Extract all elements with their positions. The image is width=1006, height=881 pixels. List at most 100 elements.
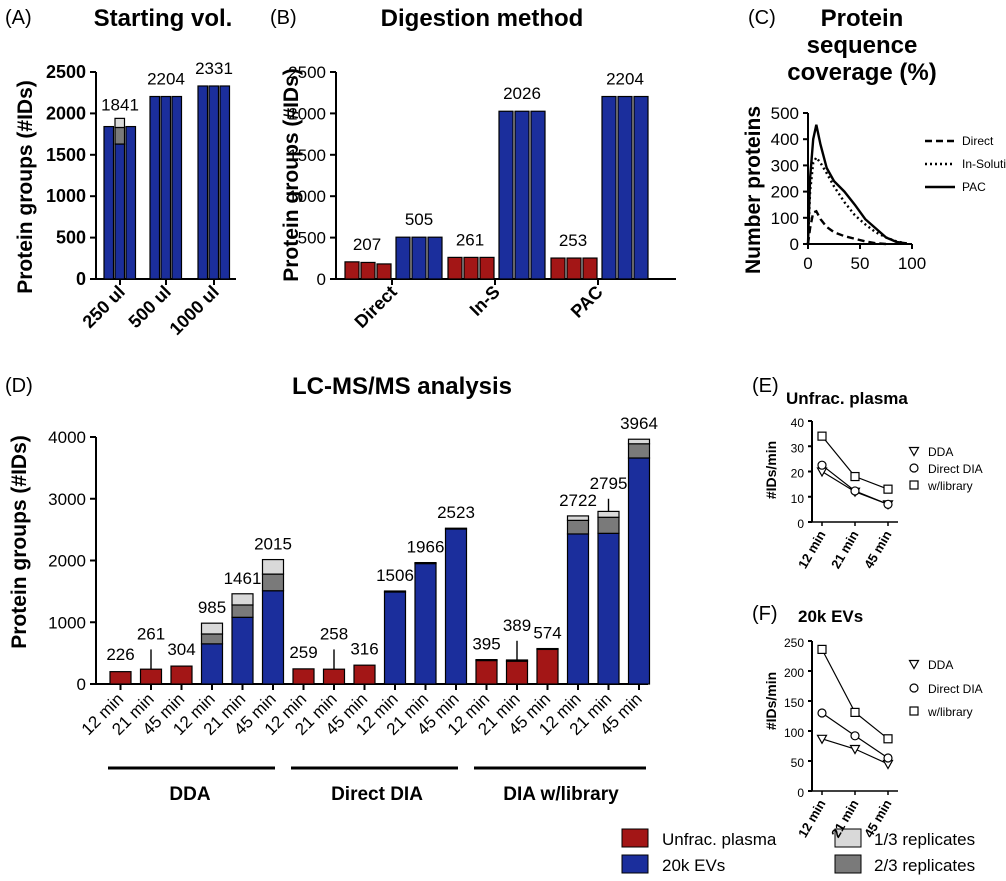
panel-a-value-label: 2204 xyxy=(147,70,185,89)
panel-d-value-label: 2722 xyxy=(559,491,597,510)
panel-a-bar-two-third xyxy=(114,126,126,145)
panel-d-bar xyxy=(444,528,468,685)
panel-e-marker xyxy=(883,484,893,494)
panel-b-value-label-unfrac: 207 xyxy=(353,235,381,254)
panel-e-label: (E) xyxy=(752,375,779,397)
panel-d-label: (D) xyxy=(5,375,33,397)
panel-d-value-label: 261 xyxy=(137,624,165,643)
panel-a-x-tick-label: 250 ul xyxy=(79,282,129,332)
panel-d-bar-two-third xyxy=(200,633,224,645)
panel-f-y-tick-label: 150 xyxy=(784,696,804,710)
panel-d-bar-one-third xyxy=(444,527,468,530)
panel-a-bar xyxy=(114,143,126,280)
panel-d-bar-one-third xyxy=(231,593,254,606)
panel-d-value-label: 316 xyxy=(350,639,378,658)
panel-e-x-tick-label: 21 min xyxy=(828,528,862,571)
panel-d-bar-one-third xyxy=(627,438,651,445)
panel-b-label: (B) xyxy=(270,7,297,29)
panel-d-value-label: 574 xyxy=(533,624,561,643)
legend-swatch-one-third xyxy=(834,828,862,848)
panel-c-series-line xyxy=(806,124,907,245)
panel-e-ylabel: #IDs/min xyxy=(763,441,779,499)
group-label-dia-library: DIA w/library xyxy=(503,784,619,805)
panel-d-value-label: 304 xyxy=(167,640,195,659)
panel-b-value-label-unfrac: 253 xyxy=(559,231,587,250)
panel-f-marker xyxy=(817,708,827,718)
panel-a-bar xyxy=(197,85,209,280)
panel-b-y-tick-label: 0 xyxy=(317,270,326,289)
panel-b-bar-unfrac xyxy=(463,256,479,280)
panel-d-bar-one-third xyxy=(261,558,285,575)
panel-b-bar-unfrac xyxy=(344,261,360,280)
panel-b-y-tick-label: 2500 xyxy=(288,63,326,82)
panel-a-y-tick-label: 0 xyxy=(76,269,86,289)
panel-e-title: Unfrac. plasma xyxy=(786,389,908,408)
panel-e-legend-label: DDA xyxy=(928,445,953,459)
panel-b-y-tick-label: 1500 xyxy=(288,146,326,165)
panel-b-bar-ev xyxy=(411,236,427,280)
panel-a-y-tick-label: 500 xyxy=(56,228,86,248)
panel-f-y-tick-label: 100 xyxy=(784,726,804,740)
panel-a-bar-one-third xyxy=(114,117,126,129)
panel-d-value-label: 258 xyxy=(320,624,348,643)
panel-d-value-label: 1506 xyxy=(376,566,414,585)
panel-a-y-tick-label: 1000 xyxy=(46,186,86,206)
panel-c-legend-label: Direct xyxy=(962,134,994,148)
panel-c-legend-label: In-Solution xyxy=(962,157,1006,171)
panel-d-value-label: 1461 xyxy=(224,569,262,588)
panel-b-bar-unfrac xyxy=(479,256,495,280)
panel-c-y-tick-label: 100 xyxy=(771,209,799,228)
panel-d-y-tick-label: 0 xyxy=(77,675,86,694)
panel-a-bar xyxy=(103,125,115,280)
panel-f-marker xyxy=(850,707,860,718)
panel-d-value-label: 2795 xyxy=(590,474,628,493)
panel-f-legend-marker xyxy=(908,659,920,670)
panel-a-ylabel: Protein groups (#IDs) xyxy=(14,80,37,294)
panel-a-bar xyxy=(208,85,220,280)
panel-e-marker xyxy=(817,431,827,441)
panel-f-y-tick-label: 50 xyxy=(791,756,805,770)
panel-b-bar-ev xyxy=(498,110,514,280)
panel-b-bar-unfrac xyxy=(582,257,598,280)
panel-c-x-tick-label: 0 xyxy=(803,254,812,273)
panel-d-bar-one-third xyxy=(536,647,559,651)
panel-f-y-tick-label: 0 xyxy=(797,786,804,800)
panel-d-bar-two-third xyxy=(627,443,651,459)
panel-f-label: (F) xyxy=(752,603,778,625)
panel-c-ylabel: Number proteins xyxy=(742,106,765,274)
legend-swatch-two-third xyxy=(834,854,862,874)
panel-d-ylabel: Protein groups (#IDs) xyxy=(8,435,31,649)
panel-b-title: Digestion method xyxy=(381,5,584,32)
panel-a-y-tick-label: 2500 xyxy=(46,62,86,82)
panel-b-x-tick-label: In-S xyxy=(466,282,504,320)
panel-f-marker xyxy=(849,744,861,755)
panel-b-value-label-ev: 2204 xyxy=(606,70,644,89)
panel-e-marker xyxy=(850,486,860,496)
panel-d-bar xyxy=(505,660,529,685)
panel-e-y-tick-label: 30 xyxy=(791,441,805,455)
panel-d-y-tick-label: 4000 xyxy=(48,428,86,447)
panel-f-marker xyxy=(816,734,828,745)
panel-c-series-line xyxy=(806,155,908,245)
panel-d-bar-one-third xyxy=(414,561,437,565)
panel-f-y-tick-label: 200 xyxy=(784,666,804,680)
panel-a-bar xyxy=(125,125,137,280)
panel-e-legend-marker xyxy=(909,463,919,473)
panel-d-bar xyxy=(627,457,651,685)
panel-c-y-tick-label: 400 xyxy=(771,130,799,149)
panel-d-bar xyxy=(200,643,224,685)
panel-b-bar-ev xyxy=(633,95,649,280)
panel-b-x-tick-label: Direct xyxy=(351,282,401,332)
panel-c-legend-label: PAC xyxy=(962,180,986,194)
panel-f-x-tick-label: 12 min xyxy=(795,797,829,840)
panel-e-y-tick-label: 40 xyxy=(791,416,805,430)
panel-a-y-tick-label: 2000 xyxy=(46,103,86,123)
legend-unfrac: Unfrac. plasma xyxy=(662,830,777,849)
legend-swatch-unfrac xyxy=(621,828,649,848)
panel-e-y-tick-label: 0 xyxy=(797,517,804,531)
panel-d-y-tick-label: 2000 xyxy=(48,552,86,571)
panel-b-bar-unfrac xyxy=(447,256,463,280)
panel-f-legend-marker xyxy=(909,706,919,716)
panel-e-y-tick-label: 20 xyxy=(791,467,805,481)
panel-c-title-line: coverage (%) xyxy=(787,59,936,86)
